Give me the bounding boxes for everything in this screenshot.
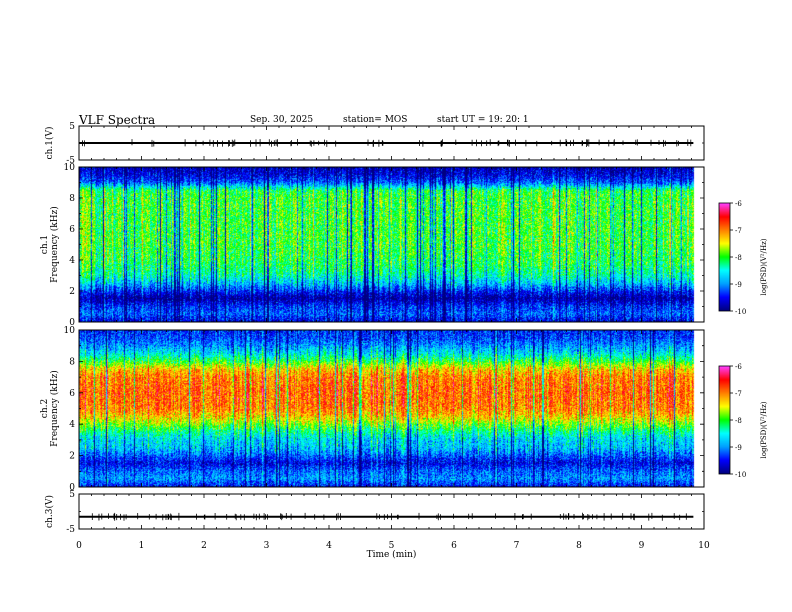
x-tick-label: 2 xyxy=(201,541,207,551)
start-ut-label: start UT = 19: 20: 1 xyxy=(437,115,529,125)
ch1-spectrogram-colorbar-tick-label: -6 xyxy=(735,200,742,208)
ch1-spectrogram-colorbar-label: log(PSD)(V²/Hz) xyxy=(760,238,768,295)
ch1-spectrogram-colorbar-tick-label: -7 xyxy=(735,227,742,235)
ch1-spectrogram-colorbar-tick-label: -10 xyxy=(735,308,746,316)
ch2-spectrogram-colorbar-tick-label: -7 xyxy=(735,390,742,398)
ch2-spectrogram-ylabel: ch.2 xyxy=(40,399,50,418)
ch1-waveform-ylabel: ch.1(V) xyxy=(44,127,55,160)
ch1-waveform-xticks xyxy=(78,126,705,160)
x-tick-label: 5 xyxy=(389,541,395,551)
ch2-spectrogram-ytick-label: 2 xyxy=(69,452,75,462)
x-tick-label: 0 xyxy=(76,541,82,551)
date-label: Sep. 30, 2025 xyxy=(250,115,314,125)
ch1-spectrogram-ytick-label: 10 xyxy=(64,163,76,173)
ch1-waveform-yticks xyxy=(79,125,704,161)
ch3-waveform-ytick-label: -5 xyxy=(66,525,75,535)
ch3-waveform-ylabel: ch.3(V) xyxy=(44,495,55,528)
ch2-spectrogram-colorbar-tick-label: -8 xyxy=(735,417,742,425)
ch1-spectrogram-ytick-label: 8 xyxy=(69,194,75,204)
x-tick-label: 10 xyxy=(698,541,710,551)
ch2-spectrogram-ytick-label: 6 xyxy=(69,389,75,399)
x-tick-label: 1 xyxy=(139,541,145,551)
ch1-spectrogram-ytick-label: 6 xyxy=(69,225,75,235)
ch3-waveform-ytick-label: 5 xyxy=(69,490,75,500)
ch1-waveform-ytick-label: -5 xyxy=(66,156,75,166)
x-tick-label: 3 xyxy=(264,541,270,551)
ch2-spectrogram-ytick-label: 4 xyxy=(69,420,75,430)
ch2-spectrogram-colorbar-tick-label: -6 xyxy=(735,363,742,371)
station-label: station= MOS xyxy=(343,115,408,125)
ch1-spectrogram-colorbar-tick-label: -9 xyxy=(735,281,742,289)
ch2-spectrogram-colorbar-tick-label: -10 xyxy=(735,471,746,479)
ch1-spectrogram-ytick-label: 0 xyxy=(69,318,75,328)
ch3-waveform-frame xyxy=(78,493,705,530)
x-tick-label: 8 xyxy=(576,541,582,551)
ch2-spectrogram-colorbar xyxy=(719,366,730,474)
ch1-spectrogram-colorbar-tick-label: -8 xyxy=(735,254,742,262)
ch2-spectrogram-colorbar-tick-label: -9 xyxy=(735,444,742,452)
ch1-waveform-ytick-label: 5 xyxy=(69,122,75,132)
ch2-spectrogram-ytick-label: 10 xyxy=(64,326,76,336)
ch1-spectrogram-ytick-label: 4 xyxy=(69,256,75,266)
x-tick-label: 6 xyxy=(451,541,457,551)
ch1-spectrogram-xticks xyxy=(78,167,705,322)
x-tick-label: 9 xyxy=(639,541,645,551)
ch2-spectrogram-xticks xyxy=(78,330,705,487)
ch2-spectrogram-colorbar-label: log(PSD)(V²/Hz) xyxy=(760,401,768,458)
ch3-waveform-spikes xyxy=(91,512,687,521)
plot-title: VLF Spectra xyxy=(79,113,156,127)
ch3-waveform-yticks xyxy=(79,493,704,530)
ch1-spectrogram xyxy=(79,167,704,322)
ch1-spectrogram-ylabel-unit: Frequency (kHz) xyxy=(49,206,60,283)
x-axis-label: Time (min) xyxy=(367,549,417,560)
ch1-spectrogram-colorbar xyxy=(719,203,730,311)
ch2-spectrogram-yticks xyxy=(79,329,704,488)
ch2-spectrogram-ylabel-unit: Frequency (kHz) xyxy=(49,370,60,447)
ch2-spectrogram-ytick-label: 8 xyxy=(69,357,75,367)
ch2-spectrogram-ytick-label: 0 xyxy=(69,483,75,493)
ch1-waveform-spikes xyxy=(82,139,692,147)
ch3-waveform-xticks xyxy=(78,494,705,529)
ch2-spectrogram xyxy=(79,330,704,487)
x-tick-label: 4 xyxy=(326,541,332,551)
ch1-spectrogram-ylabel: ch.1 xyxy=(40,235,50,254)
ch1-spectrogram-yticks xyxy=(79,166,704,323)
ch1-spectrogram-ytick-label: 2 xyxy=(69,287,75,297)
x-tick-label: 7 xyxy=(514,541,520,551)
